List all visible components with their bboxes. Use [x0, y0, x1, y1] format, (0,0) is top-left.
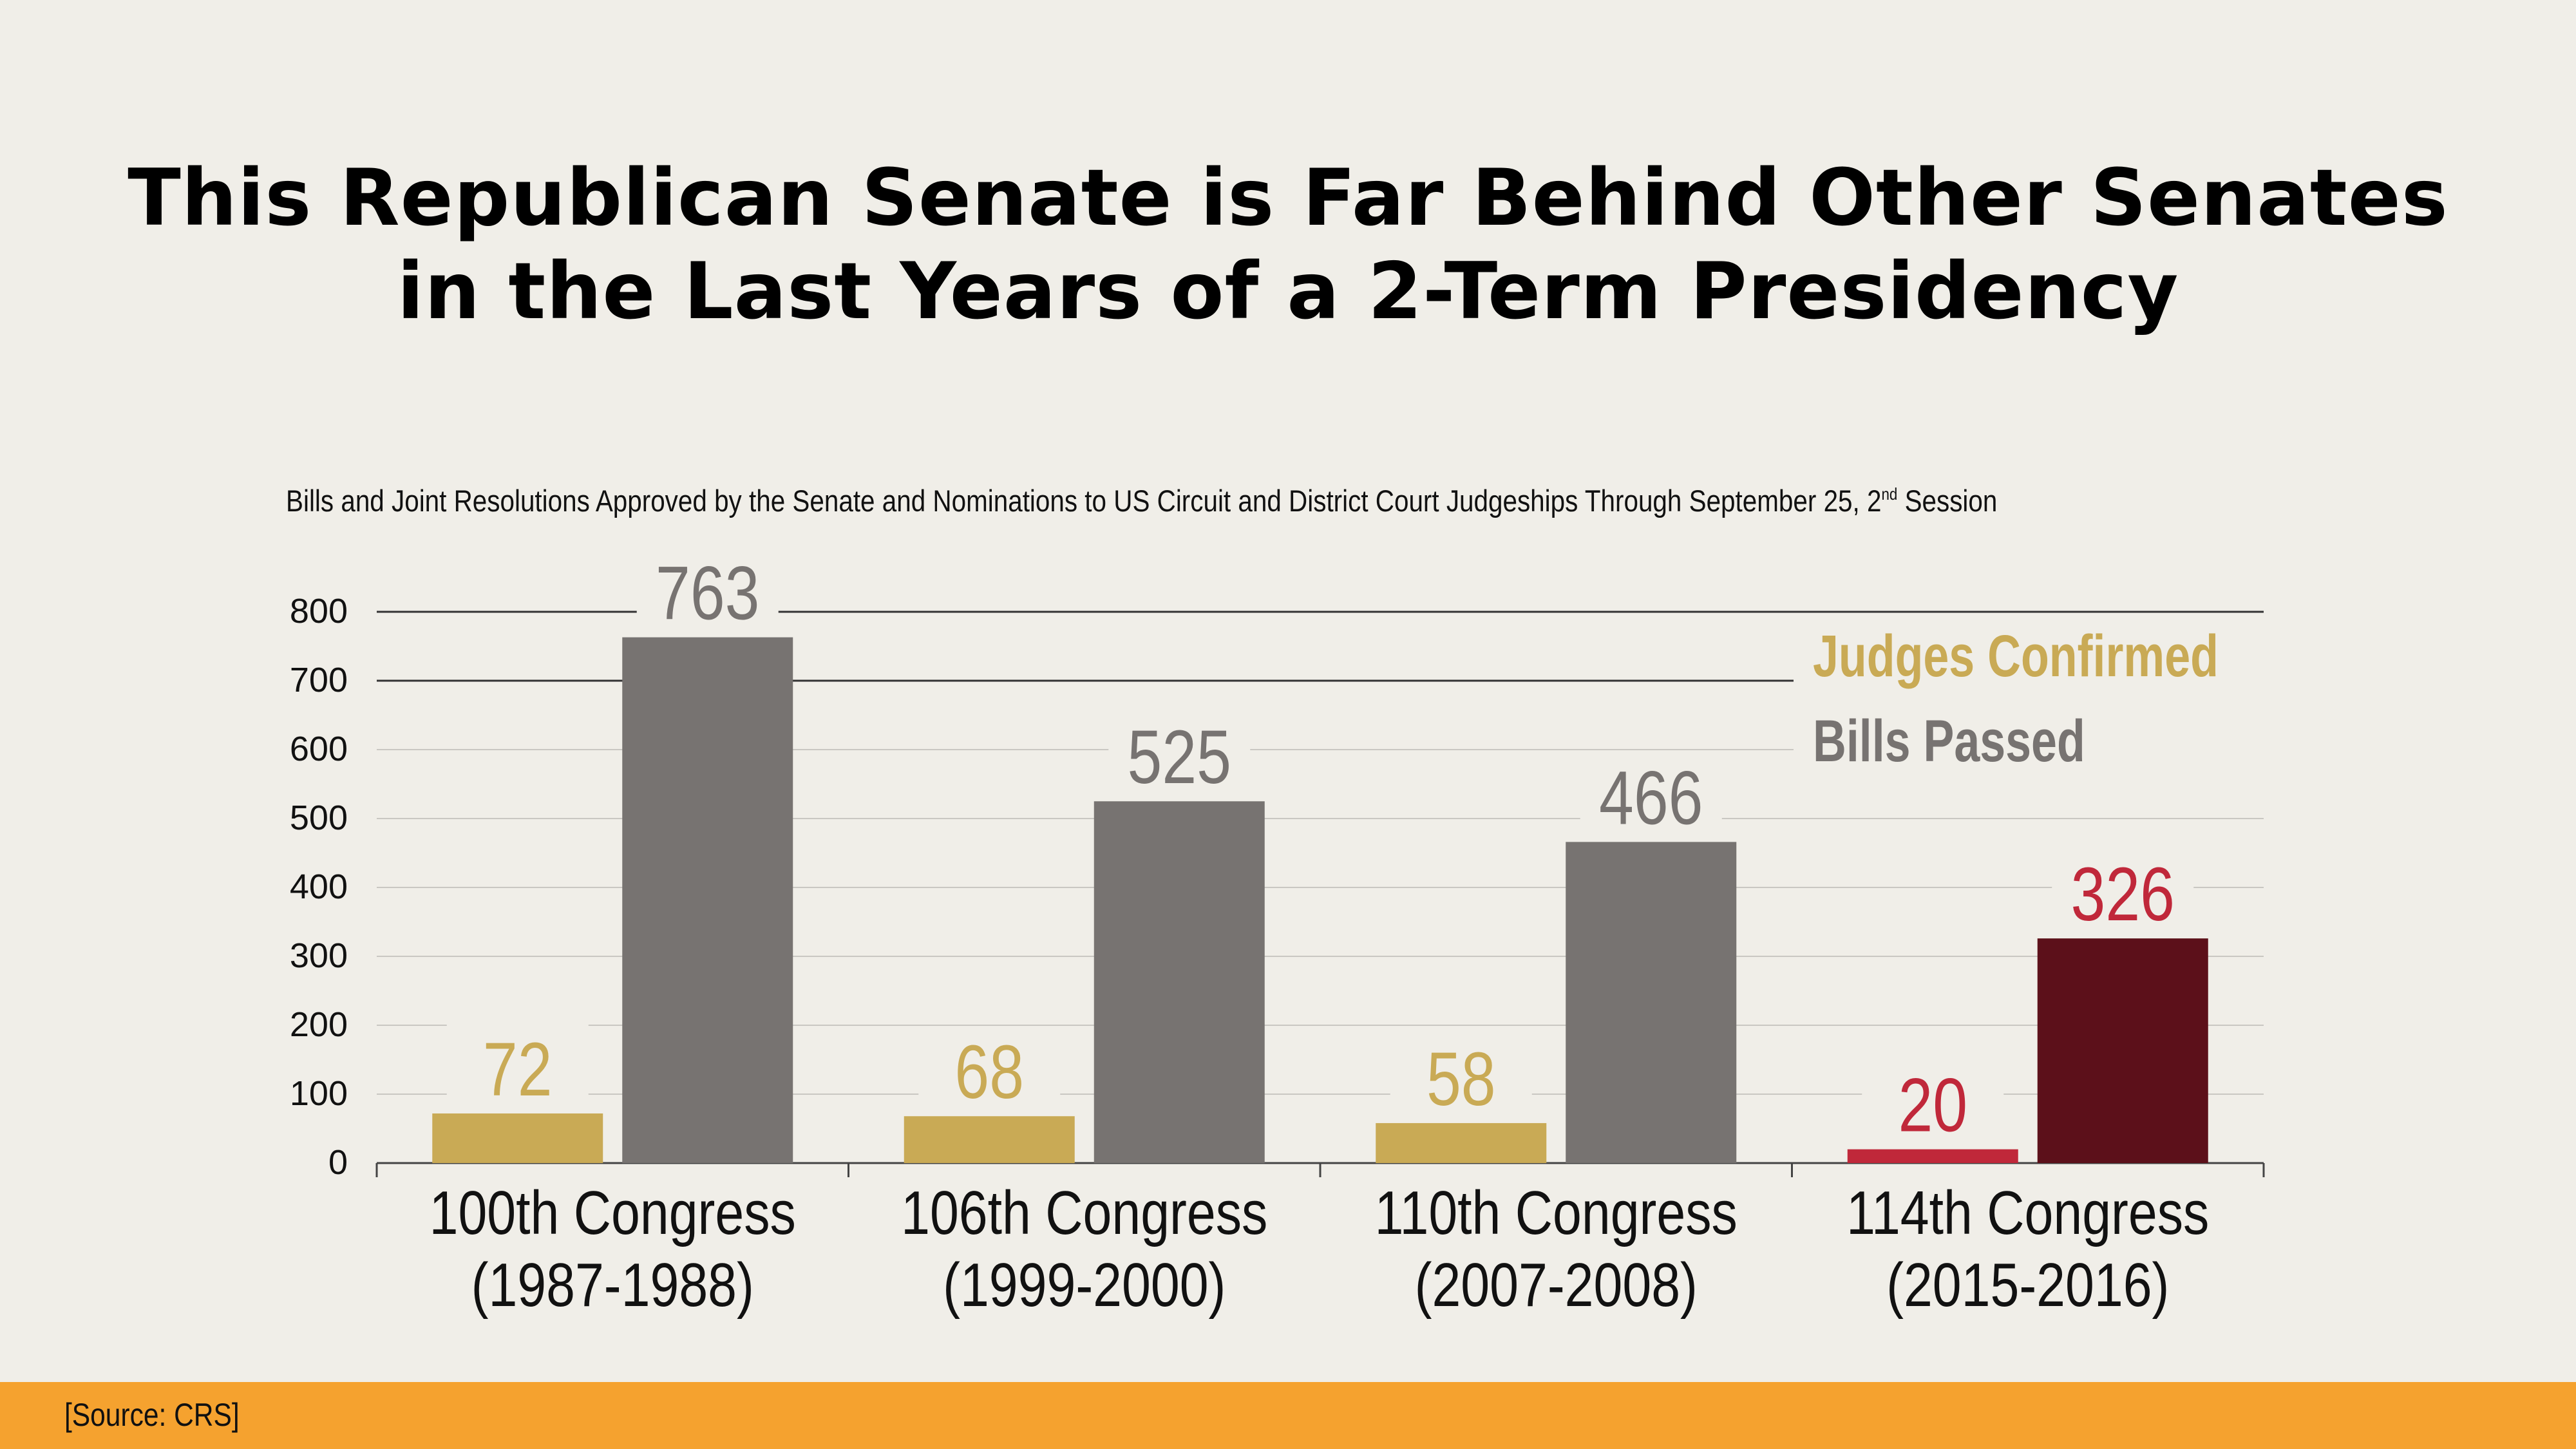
data-label: 763 [656, 550, 759, 635]
footer-bar: [Source: CRS] [0, 1382, 2576, 1449]
chart-title: This Republican Senate is Far Behind Oth… [0, 151, 2576, 338]
y-tick-label: 700 [290, 661, 348, 699]
x-tick-label: (1999-2000) [943, 1250, 1226, 1319]
data-label: 72 [483, 1027, 553, 1112]
legend-item: Judges Confirmed [1813, 623, 2219, 689]
y-tick-label: 500 [290, 799, 348, 837]
judges-bar [432, 1113, 603, 1163]
data-label: 58 [1426, 1036, 1496, 1121]
data-label: 466 [1599, 755, 1703, 840]
x-tick-label: 100th Congress [430, 1178, 796, 1247]
data-label-background [446, 1024, 589, 1102]
judges-bar [1376, 1122, 1547, 1163]
data-label-background [2052, 849, 2194, 927]
y-tick-label: 0 [328, 1143, 348, 1182]
judges-bar [1847, 1149, 2018, 1163]
y-tick-label: 600 [290, 730, 348, 768]
y-tick-label: 200 [290, 1005, 348, 1044]
data-label: 326 [2071, 851, 2175, 936]
legend-item: Bills Passed [1813, 708, 2085, 774]
data-label-background [1108, 712, 1251, 790]
data-label-background [636, 548, 779, 626]
data-label: 20 [1898, 1062, 1967, 1147]
bills-bar [2037, 938, 2208, 1163]
data-label: 68 [954, 1029, 1024, 1114]
subtitle-main: Bills and Joint Resolutions Approved by … [286, 484, 1882, 518]
y-tick-label: 400 [290, 867, 348, 906]
chart-subtitle: Bills and Joint Resolutions Approved by … [286, 483, 2169, 518]
bills-bar [622, 637, 793, 1163]
x-tick-label: (1987-1988) [471, 1250, 754, 1319]
data-label-background [1862, 1060, 2004, 1138]
chart-title-line-2: in the Last Years of a 2-Term Presidency [397, 246, 2179, 337]
x-tick-label: 110th Congress [1375, 1178, 1738, 1247]
subtitle-end: Session [1897, 484, 1998, 518]
y-tick-label: 800 [290, 592, 348, 630]
chart-title-line-1: This Republican Senate is Far Behind Oth… [128, 153, 2448, 243]
judges-bar [904, 1116, 1075, 1163]
data-label-background [1580, 753, 1722, 831]
source-note: [Source: CRS] [64, 1397, 240, 1433]
data-label-background [1390, 1034, 1532, 1112]
subtitle-superscript: nd [1881, 484, 1898, 504]
x-tick-label: (2015-2016) [1886, 1250, 2169, 1319]
x-tick-label: (2007-2008) [1415, 1250, 1698, 1319]
y-tick-label: 100 [290, 1074, 348, 1113]
y-tick-label: 300 [290, 936, 348, 975]
data-label-background [918, 1027, 1061, 1105]
x-tick-label: 106th Congress [901, 1178, 1267, 1247]
data-label: 525 [1128, 714, 1231, 799]
bills-bar [1094, 801, 1265, 1163]
x-tick-label: 114th Congress [1846, 1178, 2209, 1247]
bills-bar [1566, 842, 1737, 1163]
